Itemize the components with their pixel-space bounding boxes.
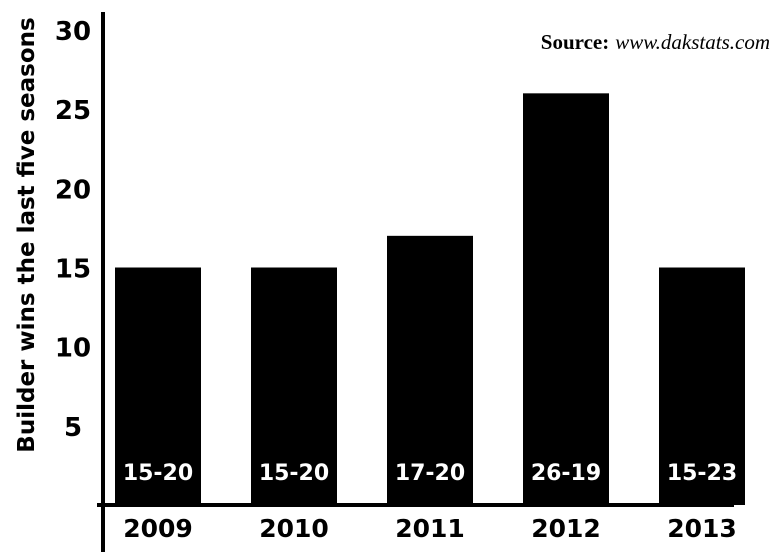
bar-2009 <box>115 267 201 505</box>
bar-2011 <box>387 235 473 506</box>
bar-data-label: 17-20 <box>395 461 465 486</box>
x-tick-label: 2011 <box>395 514 465 543</box>
bar-2013 <box>659 267 745 505</box>
source-url: www.dakstats.com <box>615 30 770 54</box>
y-axis-ticks: 5 10 15 20 25 30 <box>55 17 91 443</box>
y-tick-label: 5 <box>64 413 82 443</box>
x-tick-label: 2010 <box>259 514 329 543</box>
y-tick-label: 25 <box>55 96 91 126</box>
source-note: Source: www.dakstats.com <box>541 30 770 54</box>
bar-data-label: 15-20 <box>259 461 329 486</box>
bar-data-label: 26-19 <box>531 461 601 486</box>
bar-data-label: 15-20 <box>123 461 193 486</box>
y-tick-label: 10 <box>55 334 91 364</box>
y-tick-label: 15 <box>55 255 91 285</box>
bars <box>115 93 745 506</box>
x-axis-labels: 2009 2010 2011 2012 2013 <box>123 514 737 543</box>
y-tick-label: 30 <box>55 17 91 47</box>
bar-data-label: 15-23 <box>667 461 737 486</box>
source-label: Source: <box>541 30 609 54</box>
bar-2012 <box>523 93 609 505</box>
x-tick-label: 2012 <box>531 514 601 543</box>
x-tick-label: 2009 <box>123 514 193 543</box>
bar-data-labels: 15-20 15-20 17-20 26-19 15-23 <box>123 461 737 486</box>
bar-2010 <box>251 267 337 505</box>
x-tick-label: 2013 <box>667 514 737 543</box>
y-axis-title: Builder wins the last five seasons <box>14 17 40 452</box>
y-tick-label: 20 <box>55 175 91 205</box>
